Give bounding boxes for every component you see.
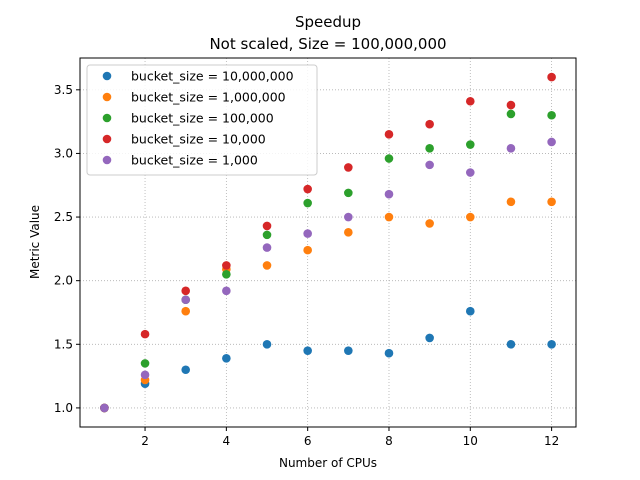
y-axis-label: Metric Value: [28, 205, 42, 279]
data-point: [303, 184, 312, 194]
legend-label: bucket_size = 100,000: [131, 111, 274, 126]
data-point: [547, 197, 556, 207]
data-point: [506, 144, 516, 153]
data-point: [465, 212, 475, 222]
legend-box: [86, 64, 318, 176]
data-point: [344, 228, 353, 237]
y-tick-label: 2.5: [54, 210, 73, 224]
x-tick-label: 10: [463, 434, 478, 448]
legend-label: bucket_size = 10,000: [131, 132, 266, 147]
data-point: [465, 168, 475, 177]
data-point: [547, 137, 556, 147]
data-point: [344, 212, 353, 222]
data-point: [140, 329, 150, 339]
data-point: [181, 365, 191, 375]
y-tick-label: 1.0: [54, 401, 73, 415]
data-point: [222, 286, 231, 296]
data-point: [222, 353, 231, 363]
x-tick-label: 4: [223, 434, 231, 448]
data-point: [262, 230, 272, 240]
legend-marker: [102, 71, 112, 81]
legend-label: bucket_size = 10,000,000: [131, 69, 294, 84]
chart-title: Speedup: [295, 13, 361, 31]
y-tick-label: 3.5: [54, 83, 73, 97]
legend-marker: [102, 113, 112, 123]
data-point: [465, 140, 475, 149]
plot-frame: [79, 57, 577, 428]
data-point: [262, 243, 272, 252]
data-point: [547, 72, 556, 82]
data-point: [181, 286, 191, 296]
data-point: [181, 306, 191, 316]
data-point: [303, 245, 312, 255]
data-point: [506, 339, 516, 349]
data-point: [384, 189, 394, 199]
data-point: [425, 333, 434, 343]
data-point: [506, 100, 516, 110]
data-point: [465, 306, 475, 316]
data-point: [547, 339, 556, 349]
legend: bucket_size = 10,000,000 bucket_size = 1,…: [86, 64, 318, 176]
data-point: [384, 130, 394, 139]
axis-ticks: 2 4 6 8 10 12 1.0 1.5 2.0 2.5 3.0 3.5: [54, 83, 559, 448]
data-point: [100, 403, 109, 413]
data-point: [344, 163, 353, 172]
x-tick-label: 8: [385, 434, 393, 448]
data-point: [303, 198, 312, 208]
x-axis-label: Number of CPUs: [279, 456, 377, 470]
data-point: [425, 119, 434, 129]
legend-label: bucket_size = 1,000,000: [131, 90, 286, 105]
data-point: [465, 96, 475, 106]
data-point: [344, 188, 353, 198]
data-point: [344, 346, 353, 355]
legend-label: bucket_size = 1,000: [131, 153, 258, 168]
data-point: [140, 359, 150, 368]
data-point: [425, 144, 434, 153]
data-point: [222, 270, 231, 279]
y-tick-label: 1.5: [54, 337, 73, 351]
data-point: [384, 348, 394, 358]
legend-marker: [102, 155, 112, 165]
legend-marker: [102, 134, 112, 144]
data-point: [303, 229, 312, 238]
data-point: [384, 212, 394, 222]
data-point: [303, 346, 312, 355]
data-point: [140, 370, 150, 380]
data-point: [181, 295, 191, 305]
data-point: [425, 219, 434, 228]
chart-subtitle: Not scaled, Size = 100,000,000: [209, 35, 446, 53]
data-point: [384, 154, 394, 163]
y-tick-label: 2.0: [54, 274, 73, 288]
y-tick-label: 3.0: [54, 146, 73, 160]
x-tick-label: 6: [304, 434, 312, 448]
legend-marker: [102, 92, 112, 102]
x-tick-label: 2: [141, 434, 149, 448]
data-point: [222, 261, 231, 270]
data-point: [506, 109, 516, 119]
data-point: [262, 261, 272, 270]
x-tick-label: 12: [544, 434, 559, 448]
data-points: [100, 72, 556, 413]
data-point: [262, 221, 272, 231]
data-point: [262, 339, 272, 349]
data-point: [547, 110, 556, 120]
data-point: [425, 160, 434, 170]
data-point: [506, 197, 516, 207]
